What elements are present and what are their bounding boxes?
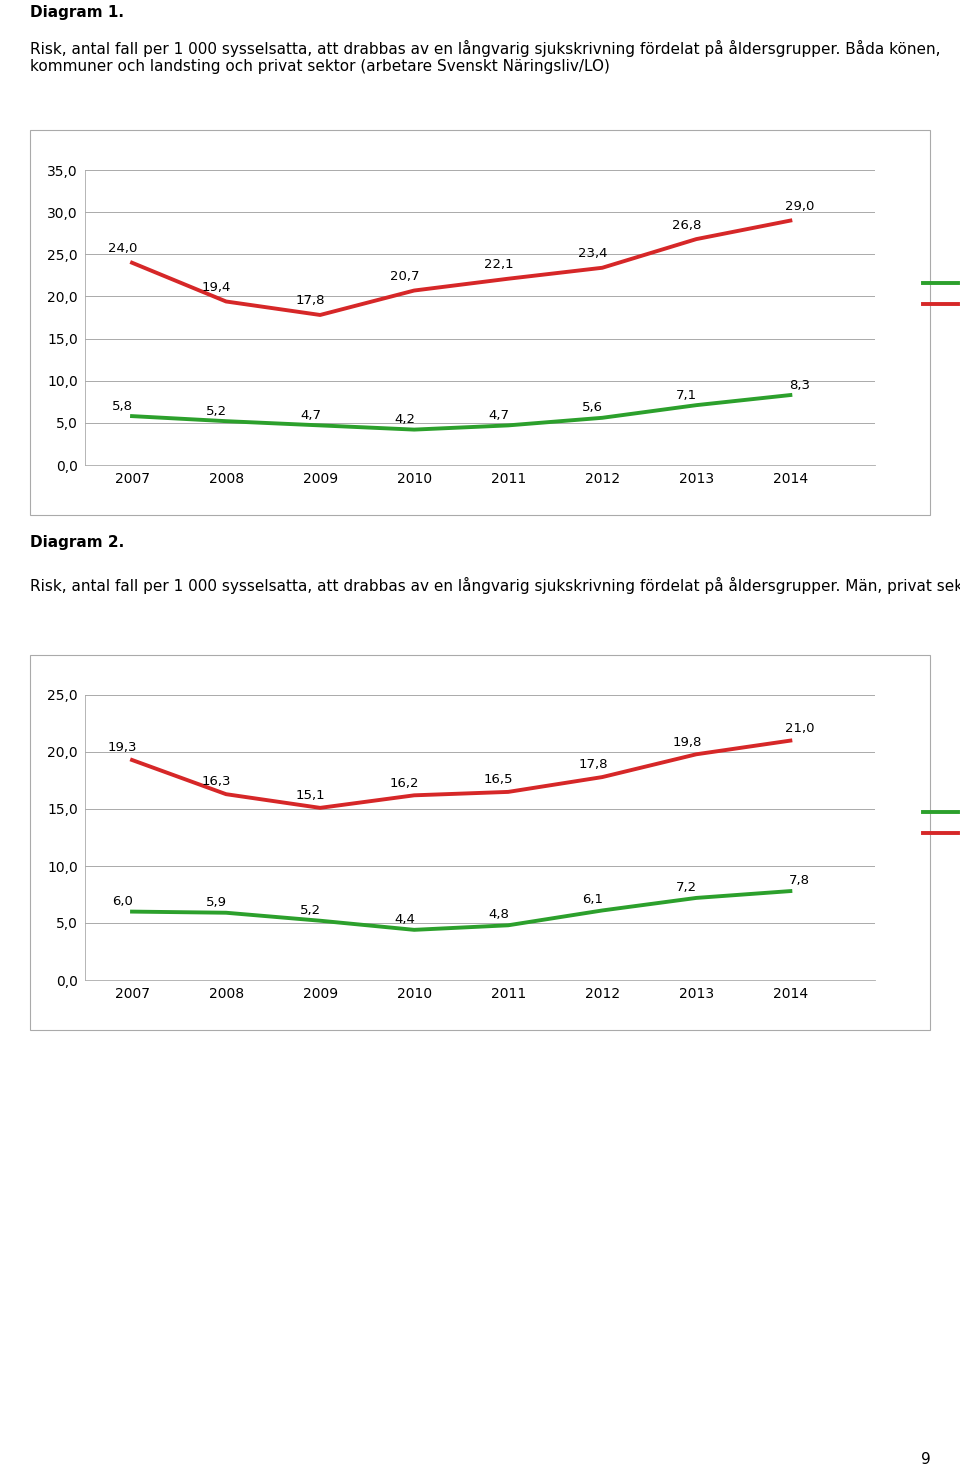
Text: 5,2: 5,2 [300, 904, 322, 917]
Text: 6,0: 6,0 [112, 895, 133, 908]
Text: 16,2: 16,2 [390, 777, 420, 790]
Text: 19,4: 19,4 [202, 282, 231, 293]
Text: 20,7: 20,7 [390, 270, 420, 283]
Text: 6,1: 6,1 [583, 893, 603, 907]
Text: 16,3: 16,3 [202, 775, 231, 789]
Text: 4,2: 4,2 [395, 413, 416, 426]
Text: 5,8: 5,8 [112, 399, 133, 413]
Text: 23,4: 23,4 [578, 248, 608, 261]
Legend: 16-25, 26-64: 16-25, 26-64 [918, 271, 960, 317]
Text: 7,8: 7,8 [789, 874, 810, 887]
Text: 9: 9 [922, 1452, 931, 1467]
Text: Diagram 1.: Diagram 1. [30, 4, 124, 21]
Text: 7,1: 7,1 [677, 389, 698, 402]
Text: Risk, antal fall per 1 000 sysselsatta, att drabbas av en långvarig sjukskrivnin: Risk, antal fall per 1 000 sysselsatta, … [30, 576, 960, 594]
Text: 16,5: 16,5 [484, 774, 514, 786]
Legend: 16-25, 26-64: 16-25, 26-64 [918, 800, 960, 846]
Text: 15,1: 15,1 [296, 789, 325, 802]
Text: 4,7: 4,7 [489, 408, 510, 422]
Text: 19,8: 19,8 [672, 736, 702, 749]
Text: 7,2: 7,2 [677, 881, 698, 893]
Text: 24,0: 24,0 [108, 242, 137, 255]
Text: 19,3: 19,3 [108, 741, 137, 755]
Text: Diagram 2.: Diagram 2. [30, 535, 124, 550]
Text: 4,7: 4,7 [300, 408, 322, 422]
Text: 17,8: 17,8 [578, 759, 608, 771]
Text: 26,8: 26,8 [672, 218, 702, 231]
Text: 5,2: 5,2 [206, 405, 228, 417]
Text: 8,3: 8,3 [789, 379, 810, 392]
Text: 4,4: 4,4 [395, 912, 415, 926]
Text: 22,1: 22,1 [484, 258, 514, 271]
Text: 17,8: 17,8 [296, 295, 325, 308]
Text: 5,6: 5,6 [583, 401, 603, 414]
Text: 5,9: 5,9 [206, 896, 228, 909]
Text: 21,0: 21,0 [785, 722, 814, 736]
Text: 4,8: 4,8 [489, 908, 509, 921]
Text: 29,0: 29,0 [785, 200, 814, 212]
Text: Risk, antal fall per 1 000 sysselsatta, att drabbas av en långvarig sjukskrivnin: Risk, antal fall per 1 000 sysselsatta, … [30, 40, 941, 74]
